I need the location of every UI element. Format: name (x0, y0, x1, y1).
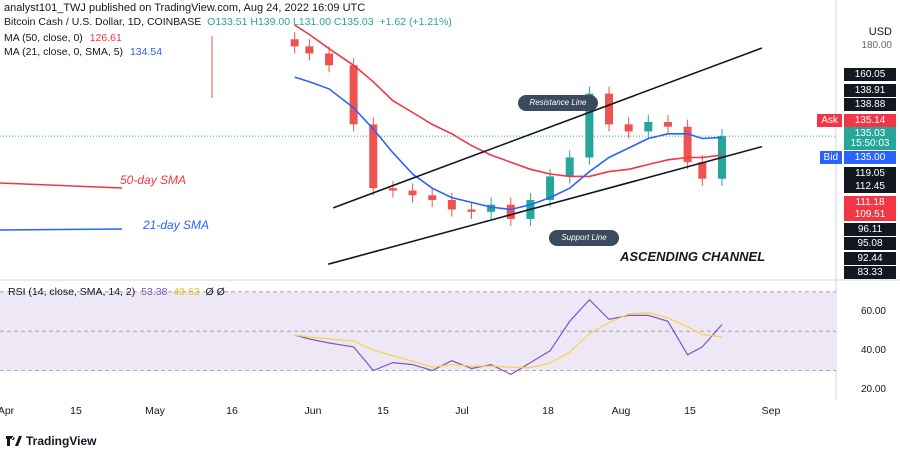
candle-body (408, 190, 417, 196)
ma21-legend-value: 134.54 (129, 46, 163, 58)
candle-body (683, 126, 692, 163)
price-grid (0, 0, 900, 400)
time-tick: 15 (70, 405, 82, 417)
candle-body (698, 162, 707, 179)
rsi-legend: RSI (14, close, SMA, 14, 2) 53.38 49.63 … (8, 286, 225, 298)
rsi-legend-value: 53.38 (141, 286, 168, 298)
time-tick: 15 (684, 405, 696, 417)
symbol-title: Bitcoin Cash / U.S. Dollar, 1D, COINBASE (4, 16, 202, 28)
time-tick: Aug (611, 405, 631, 417)
resistance-line (332, 47, 763, 209)
tradingview-icon (6, 436, 22, 446)
rsi-tick: 40.00 (860, 344, 886, 356)
candle-body (546, 176, 555, 200)
candle-body (349, 65, 358, 125)
annotation-50-day-sma: 50-day SMA (120, 173, 187, 187)
publisher-line: analyst101_TWJ published on TradingView.… (4, 2, 366, 14)
candle-body (290, 39, 299, 47)
candle-body (447, 200, 456, 210)
ma21-legacy-segment (0, 228, 123, 231)
price-label: 135.03 (844, 127, 896, 140)
candle-body (644, 122, 653, 132)
candle-body (663, 122, 672, 127)
price-change: +1.62 (+1.21%) (379, 16, 452, 28)
ma50-legend: MA (50, close, 0) 126.61 (4, 32, 122, 44)
currency-label: USD (868, 26, 892, 38)
time-tick: Jul (455, 405, 469, 417)
support-line (328, 145, 763, 265)
candle-body (305, 46, 314, 54)
rsi-pane (0, 291, 836, 376)
ma50-legend-value: 126.61 (89, 32, 122, 44)
bid-tag: Bid (819, 151, 842, 164)
price-pane-bg (0, 18, 836, 278)
ma21-legend: MA (21, close, 0, SMA, 5) 134.54 (4, 46, 162, 58)
candle-body (325, 53, 334, 66)
time-tick: Sep (761, 405, 781, 417)
price-label: 160.05 (844, 68, 896, 81)
resistance-line-callout: Resistance Line (518, 95, 598, 111)
rsi-legend-label: RSI (14, close, SMA, 14, 2) (8, 286, 136, 298)
candle-body (487, 204, 496, 212)
price-label: 15:50:03 (844, 137, 896, 150)
price-label: 109.51 (844, 208, 896, 221)
price-label: 111.18 (844, 196, 896, 209)
annotation-ascending-channel: ASCENDING CHANNEL (620, 249, 766, 264)
ohlc-values: O133.51 H139.00 L131.00 C135.03 (207, 16, 374, 28)
candle-body (467, 209, 476, 212)
candle-body (428, 195, 437, 200)
brand-label: TradingView (26, 434, 97, 448)
price-label: 119.05 (844, 167, 896, 180)
tradingview-logo: TradingView (6, 434, 96, 448)
rsi-tick: 60.00 (860, 305, 886, 317)
rsi-legend-extra: Ø Ø (205, 286, 225, 298)
time-tick: Jun (304, 405, 322, 417)
time-tick: 16 (226, 405, 238, 417)
price-label: 135.00 (844, 151, 896, 164)
ask-tag: Ask (817, 114, 842, 127)
price-label: 95.08 (844, 237, 896, 250)
price-tick-180: 180.00 (861, 40, 892, 51)
rsi-sma-legend-value: 49.63 (173, 286, 200, 298)
ma21-legend-label: MA (21, close, 0, SMA, 5) (4, 46, 124, 58)
price-label: 83.33 (844, 266, 896, 279)
annotation-21-day-sma: 21-day SMA (143, 218, 210, 232)
price-label: 92.44 (844, 252, 896, 265)
channel-lines (328, 47, 763, 265)
ma21-line (294, 76, 723, 211)
support-line-callout: Support Line (549, 230, 619, 246)
candle-body (605, 93, 614, 125)
time-tick: May (145, 405, 165, 417)
price-label: 112.45 (844, 180, 896, 193)
ma50-legacy-segment (0, 182, 123, 189)
ma50-line (294, 24, 723, 178)
candle-body (506, 204, 515, 219)
moving-averages (294, 24, 723, 211)
time-tick: 15 (377, 405, 389, 417)
rsi-line (294, 298, 723, 376)
time-tick: 18 (542, 405, 554, 417)
candle-body (624, 124, 633, 132)
candle-body (585, 93, 594, 158)
price-label: 96.11 (844, 223, 896, 236)
time-tick: Apr (0, 405, 15, 417)
ma50-left-segment (0, 182, 123, 189)
price-label: 138.91 (844, 84, 896, 97)
candle-body (388, 188, 397, 191)
candle-body (369, 124, 378, 189)
symbol-legend: Bitcoin Cash / U.S. Dollar, 1D, COINBASE… (4, 16, 452, 28)
price-label: 138.88 (844, 98, 896, 111)
ma50-legend-label: MA (50, close, 0) (4, 32, 83, 44)
ma21-left-segment (0, 228, 123, 231)
rsi-tick: 20.00 (860, 384, 886, 396)
price-label: 135.14 (844, 114, 896, 127)
rsi-sma-line (294, 311, 723, 369)
candle-body (565, 157, 574, 177)
